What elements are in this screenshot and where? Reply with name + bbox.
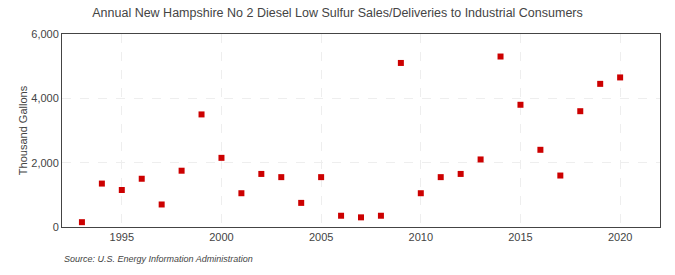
svg-text:6,000: 6,000 <box>31 28 59 40</box>
svg-text:0: 0 <box>53 221 59 233</box>
svg-text:2015: 2015 <box>508 231 532 243</box>
svg-text:Annual New Hampshire No 2 Dies: Annual New Hampshire No 2 Diesel Low Sul… <box>92 6 583 20</box>
svg-text:4,000: 4,000 <box>31 92 59 104</box>
svg-text:2005: 2005 <box>309 231 333 243</box>
svg-text:2,000: 2,000 <box>31 157 59 169</box>
svg-text:1995: 1995 <box>110 231 134 243</box>
svg-text:Thousand Gallons: Thousand Gallons <box>17 85 29 175</box>
svg-text:2020: 2020 <box>608 231 632 243</box>
svg-text:2010: 2010 <box>409 231 433 243</box>
svg-text:Source: U.S. Energy Informatio: Source: U.S. Energy Information Administ… <box>64 254 253 264</box>
svg-text:2000: 2000 <box>209 231 233 243</box>
